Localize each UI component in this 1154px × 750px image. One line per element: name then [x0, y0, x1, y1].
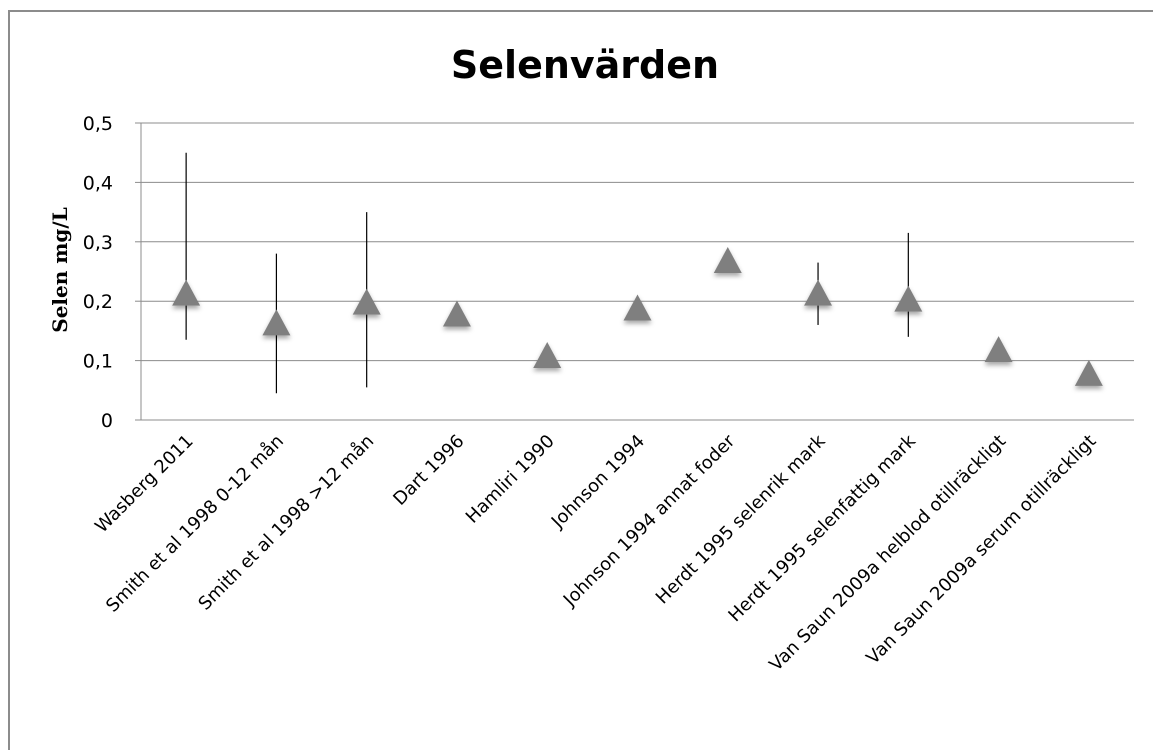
y-axis-label: Selen mg/L [48, 207, 72, 333]
x-tick-label: Dart 1996 [389, 431, 468, 510]
y-tick-label: 0,3 [83, 232, 113, 254]
y-tick-label: 0,1 [83, 351, 113, 373]
data-point [984, 336, 1013, 363]
y-tick-label: 0,5 [83, 113, 113, 135]
data-point [172, 279, 201, 306]
data-point [1074, 359, 1103, 386]
x-tick-label: Johnson 1994 [547, 431, 649, 533]
x-tick-label: Hamliri 1990 [462, 431, 559, 528]
y-tick-label: 0,4 [83, 172, 113, 194]
data-point [442, 300, 471, 327]
x-tick-label: Smith et al 1998 0-12 mån [102, 431, 288, 617]
data-point [533, 342, 562, 369]
data-point [804, 279, 833, 306]
data-point [262, 309, 291, 336]
y-tick-label: 0 [101, 410, 113, 432]
data-point [352, 288, 381, 315]
data-point [894, 285, 923, 312]
x-tick-label: Herdt 1995 selenfattig mark [724, 430, 920, 626]
data-point [623, 294, 652, 321]
data-point [713, 246, 742, 273]
y-tick-label: 0,2 [83, 291, 113, 313]
x-tick-label: Johnson 1994 annat foder [559, 430, 740, 611]
chart-frame [8, 10, 1153, 750]
x-tick-label: Herdt 1995 selenrik mark [652, 430, 830, 608]
x-tick-label: Smith et al 1998 >12 mån [194, 431, 378, 615]
chart-title: Selenvärden [451, 43, 719, 87]
